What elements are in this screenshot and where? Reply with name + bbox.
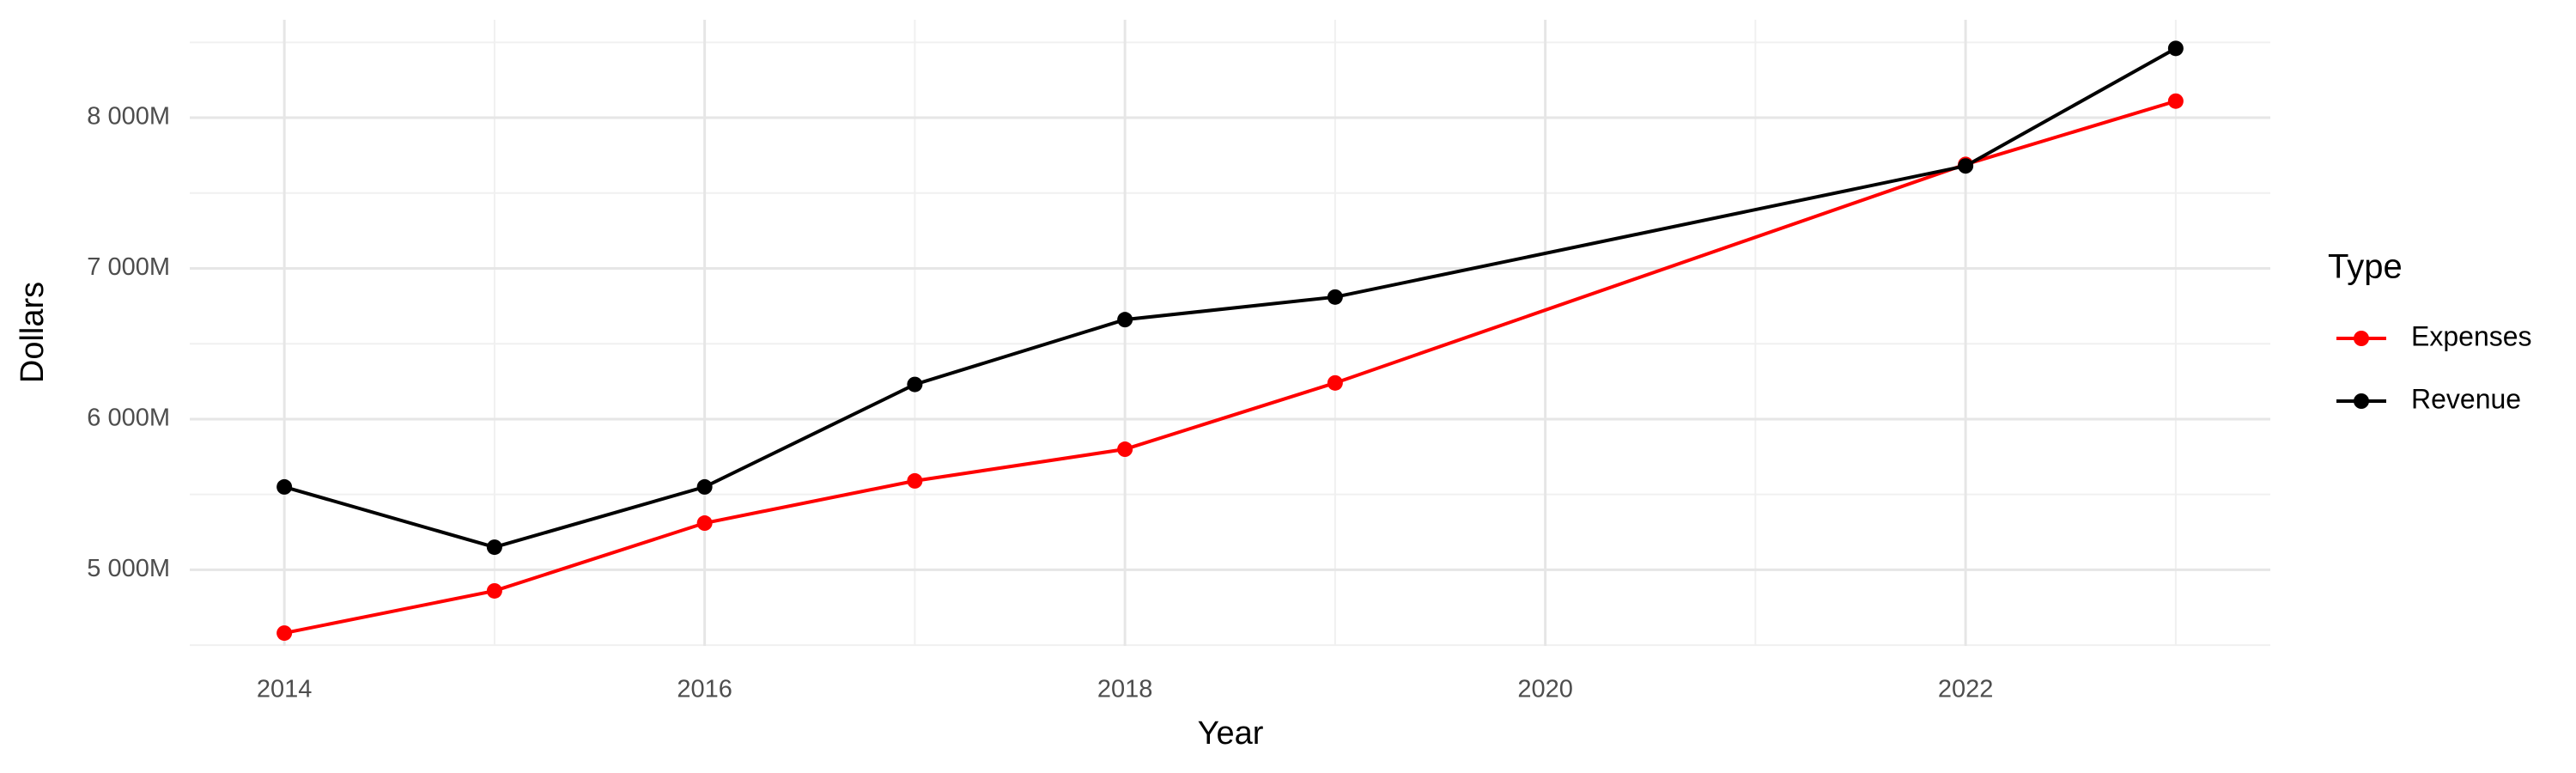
legend-label: Revenue: [2411, 383, 2521, 414]
y-tick-label: 8 000M: [87, 103, 170, 131]
data-point: [1327, 374, 1343, 391]
data-point: [1117, 441, 1133, 458]
y-tick-label: 7 000M: [87, 253, 170, 281]
x-tick-label: 2020: [1517, 676, 1573, 703]
data-point: [1958, 158, 1974, 174]
legend-key-point: [2354, 331, 2369, 346]
data-point: [276, 625, 293, 642]
legend-key-point: [2354, 393, 2369, 409]
data-point: [1327, 289, 1343, 305]
data-point: [486, 539, 502, 556]
series-line: [283, 46, 2177, 550]
y-tick-label: 5 000M: [87, 555, 170, 582]
data-point: [907, 376, 923, 393]
x-tick-label: 2016: [677, 676, 732, 703]
data-point: [2167, 93, 2184, 109]
data-point: [907, 472, 923, 489]
data-point: [276, 478, 293, 495]
x-axis-title: Year: [1198, 715, 1264, 752]
y-axis-title: Dollars: [15, 282, 51, 383]
x-tick-label: 2018: [1097, 676, 1153, 703]
data-point: [696, 515, 713, 532]
data-point: [696, 478, 713, 495]
series-line: [283, 99, 2177, 636]
x-tick-label: 2014: [257, 676, 313, 703]
x-tick-label: 2022: [1938, 676, 1994, 703]
data-point: [486, 582, 502, 599]
data-point: [1117, 312, 1133, 328]
legend-label: Expenses: [2411, 320, 2532, 351]
legend-title: Type: [2328, 248, 2403, 286]
y-tick-label: 6 000M: [87, 405, 170, 432]
data-point: [2167, 40, 2184, 57]
